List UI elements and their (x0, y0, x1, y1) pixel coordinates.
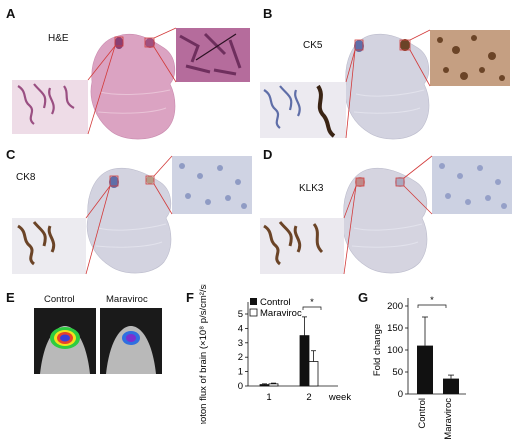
chart-g-xtick-maraviroc: Maraviroc (443, 398, 454, 440)
panel-f-letter: F (186, 290, 194, 305)
chart-g: Fold change 0 50 100 150 200 Control Maravir… (372, 295, 466, 440)
panel-d-image (260, 155, 512, 275)
panel-c-image (12, 155, 252, 275)
chart-f-bar-control-2 (299, 335, 310, 387)
panel-d-zoom-left (260, 218, 344, 274)
panel-b-zoom-left (260, 82, 346, 138)
chart-g-bar-maraviroc (443, 378, 459, 394)
chart-g-bar-control (417, 345, 433, 394)
panel-b-letter: B (263, 6, 273, 21)
chart-f-xtick-1: 1 (266, 392, 271, 403)
panel-b-gland-left (354, 40, 364, 52)
chart-f-xtick-2: 2 (306, 392, 311, 403)
chart-f-legend-maraviroc-swatch (249, 308, 258, 317)
chart-g-ylabel: Fold change (372, 324, 383, 376)
panel-e-images (34, 308, 162, 374)
panel-d-gland-left (355, 177, 365, 187)
panel-d-stain-label: KLK3 (299, 183, 324, 194)
chart-f-ytick-label: 1 (238, 367, 243, 378)
panel-e-maraviroc-label: Maraviroc (106, 294, 148, 305)
chart-f-ylabel: Photon flux of brain (×10⁸ p/s/cm²/sr) (198, 284, 209, 424)
panel-c-tissue (86, 167, 172, 274)
panel-c-letter: C (6, 147, 16, 162)
chart-g-xtick-control: Control (417, 398, 428, 429)
chart-g-ytick-label: 100 (387, 345, 403, 356)
panel-d-zoom-right (432, 156, 512, 214)
chart-f-ytick-label: 3 (238, 338, 243, 349)
panel-b-gland-right (400, 39, 410, 51)
chart-g-ytick-label: 200 (387, 301, 403, 312)
panel-b-stain-label: CK5 (303, 40, 323, 51)
chart-f-ytick-label: 2 (238, 352, 243, 363)
panel-a-zoom-right (176, 28, 250, 82)
panel-c-gland-left (109, 176, 119, 188)
panel-d-letter: D (263, 147, 273, 162)
panel-c-zoom-right (172, 156, 252, 214)
panel-a-gland-right (145, 38, 155, 48)
chart-g-ytick-label: 0 (398, 389, 403, 400)
panel-a-image (12, 27, 250, 140)
panel-a-gland-left (114, 37, 124, 49)
panel-c-stain-label: CK8 (16, 172, 36, 183)
chart-f-legend-control: Control (260, 297, 291, 308)
chart-f: Photon flux of brain (×10⁸ p/s/cm²/sr) 0… (198, 284, 351, 424)
chart-g-significance-bracket (417, 304, 447, 308)
panel-a-tissue (90, 33, 176, 140)
panel-c-gland-right (146, 176, 154, 184)
chart-f-bar-control-1 (259, 384, 270, 387)
chart-f-significance-bracket (302, 306, 322, 310)
panel-g-letter: G (358, 290, 369, 305)
panel-d-gland-right (395, 177, 405, 187)
panel-b-image (260, 29, 510, 140)
panel-b-zoom-right (430, 30, 510, 86)
chart-f-legend-control-swatch (250, 298, 257, 305)
panel-e-letter: E (6, 290, 15, 305)
chart-g-ytick-label: 50 (392, 367, 403, 378)
panel-e-control-label: Control (44, 294, 75, 305)
chart-f-ytick-label: 4 (238, 323, 243, 334)
chart-f-bar-maraviroc-2 (308, 361, 319, 387)
chart-f-ytick-label: 5 (238, 309, 243, 320)
chart-f-xunit: week (328, 392, 351, 403)
chart-g-significance-star: * (430, 295, 434, 306)
chart-f-ytick-label: 0 (238, 381, 243, 392)
panel-a-stain-label: H&E (48, 33, 69, 44)
panel-a-letter: A (6, 6, 16, 21)
chart-f-bar-maraviroc-1 (268, 383, 279, 387)
chart-f-significance-star: * (310, 297, 314, 308)
chart-f-legend-maraviroc: Maraviroc (260, 308, 302, 319)
chart-g-ytick-label: 150 (387, 323, 403, 334)
